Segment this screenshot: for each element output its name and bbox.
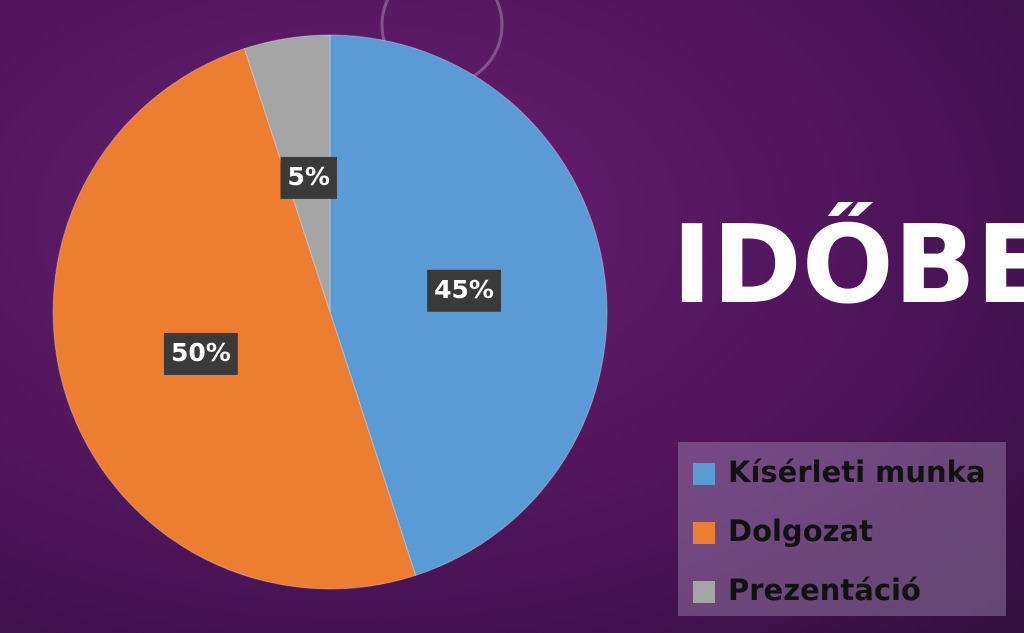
legend-swatch [693,581,715,603]
value-label-box [280,156,337,199]
value-label: 50% [171,338,231,367]
value-label-box [427,269,501,312]
legend-label: Kísérleti munka [728,455,986,489]
value-label: 5% [288,162,330,191]
pie-slice [52,47,417,590]
value-label: 45% [434,275,494,304]
legend-label: Prezentáció [728,573,921,607]
legend-swatch [693,522,715,544]
value-label-box [163,332,238,375]
legend-swatch [693,463,715,485]
chart-title: IDŐBE [672,201,1024,328]
legend-box [678,442,1006,616]
legend-label: Dolgozat [728,514,873,548]
